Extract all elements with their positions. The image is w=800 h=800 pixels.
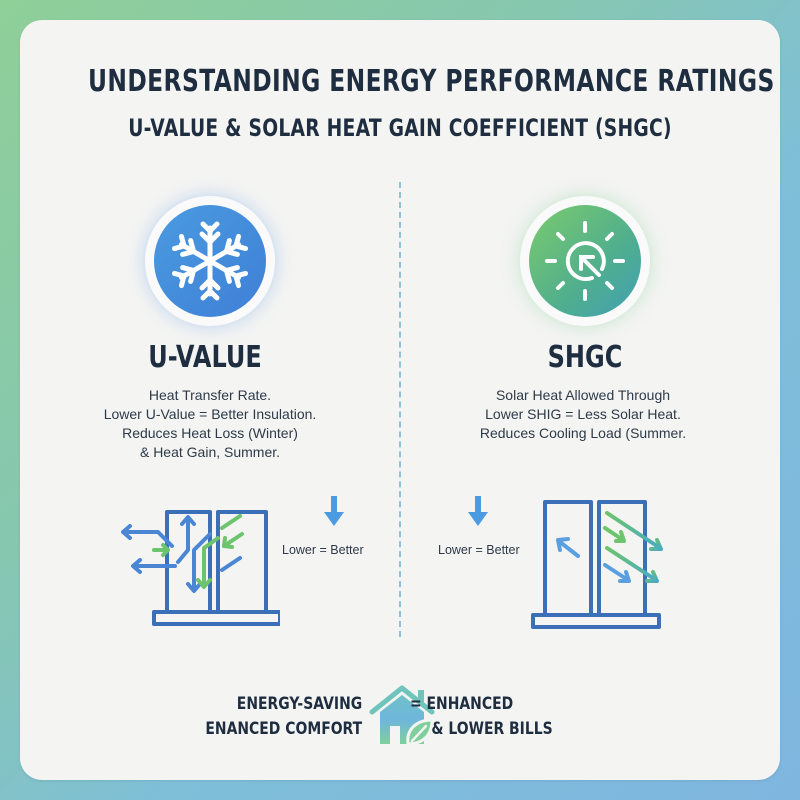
snowflake-icon: [171, 221, 249, 301]
footer-summary: ENERGY-SAVING ENANCED COMFORT = ENHANCED…: [0, 684, 800, 754]
page-title: UNDERSTANDING ENERGY PERFORMANCE RATINGS: [88, 64, 775, 99]
u-value-description: Heat Transfer Rate. Lower U-Value = Bett…: [10, 386, 410, 462]
u-value-badge: [145, 196, 275, 326]
description-line: Heat Transfer Rate.: [148, 387, 272, 403]
u-value-column: U-VALUE Heat Transfer Rate. Lower U-Valu…: [103, 196, 364, 626]
footer-right-text: = ENHANCED & LOWER BILLS: [410, 692, 553, 742]
window-heat-transfer-icon: [121, 510, 280, 626]
description-line: & Heat Gain, Summer.: [139, 444, 281, 460]
shgc-column: SHGC Solar Heat Allowed Through Lower SH…: [400, 0, 800, 800]
shgc-description: Solar Heat Allowed Through Lower SHIG = …: [383, 386, 783, 443]
u-value-title: U-VALUE: [148, 340, 262, 375]
page-subtitle: U-VALUE & SOLAR HEAT GAIN COEFFICIENT (S…: [128, 114, 672, 142]
description-line: Reduces Cooling Load (Summer.: [479, 425, 687, 441]
shgc-title: SHGC: [547, 340, 623, 375]
footer-right-line2: & LOWER BILLS: [431, 719, 553, 739]
footer-left-line1: ENERGY-SAVING: [236, 694, 362, 714]
eco-house-leaf-icon: [369, 685, 435, 746]
description-line: Lower U-Value = Better Insulation.: [103, 406, 317, 422]
footer-left-line2: ENANCED COMFORT: [205, 719, 362, 739]
column-divider: [399, 182, 401, 637]
shgc-badge: [520, 196, 650, 326]
down-arrow-icon: [468, 496, 488, 526]
down-arrow-icon: [324, 496, 344, 526]
footer-right-line1: = ENHANCED: [410, 694, 514, 714]
lower-better-label: Lower = Better: [438, 543, 520, 557]
lower-better-label: Lower = Better: [282, 543, 364, 557]
sun-cursor-icon: [545, 221, 625, 301]
footer-left-text: ENERGY-SAVING ENANCED COMFORT: [205, 692, 362, 742]
window-solar-gain-icon: [531, 500, 663, 629]
description-line: Lower SHIG = Less Solar Heat.: [485, 406, 681, 422]
description-line: Reduces Heat Loss (Winter): [122, 425, 298, 441]
description-line: Solar Heat Allowed Through: [495, 387, 671, 403]
